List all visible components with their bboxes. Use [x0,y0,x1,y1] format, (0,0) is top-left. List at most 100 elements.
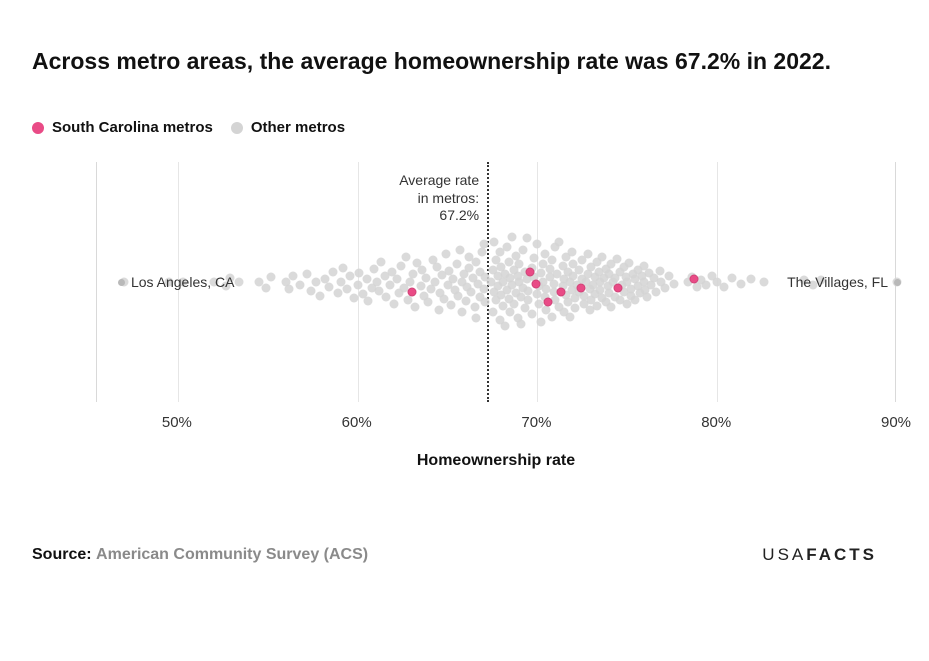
data-point-other [574,266,583,275]
data-point-other [537,269,546,278]
data-point-other [510,300,519,309]
plot-area: Average ratein metros:67.2% Los Angeles, … [96,162,896,402]
logo-usa: USA [762,545,806,564]
annotation-dot-icon [118,279,125,286]
data-point-other [652,288,661,297]
data-point-other [339,264,348,273]
data-point-other [411,303,420,312]
data-point-other [441,250,450,259]
data-point-other [369,265,378,274]
data-point-sc [689,275,698,284]
data-point-other [661,284,670,293]
annotation-right: The Villages, FL [787,274,901,290]
data-point-other [472,314,481,323]
data-point-other [508,233,517,242]
usafacts-logo: USAFACTS [762,545,877,565]
source-line: Source: American Community Survey (ACS) [32,546,368,564]
annotation-text: The Villages, FL [787,274,888,290]
data-point-other [670,280,679,289]
source-link[interactable]: American Community Survey (ACS) [96,546,368,563]
data-point-sc [531,280,540,289]
data-point-other [472,258,481,267]
data-point-other [396,262,405,271]
data-point-other [583,250,592,259]
x-tick-label: 70% [521,414,551,431]
data-point-other [490,238,499,247]
data-point-other [747,275,756,284]
data-point-other [377,258,386,267]
data-point-other [288,272,297,281]
legend: South Carolina metros Other metros [32,119,897,136]
data-point-other [409,270,418,279]
data-point-other [303,270,312,279]
data-point-other [524,296,533,305]
data-point-other [565,313,574,322]
data-point-other [702,281,711,290]
data-point-other [405,278,414,287]
data-point-other [312,278,321,287]
data-point-sc [576,284,585,293]
data-point-other [389,300,398,309]
data-point-other [461,297,470,306]
data-point-other [607,303,616,312]
data-point-other [296,281,305,290]
data-point-other [430,278,439,287]
data-point-other [537,318,546,327]
average-label: Average ratein metros:67.2% [359,172,479,225]
data-point-other [328,268,337,277]
data-point-other [285,285,294,294]
data-point-other [423,298,432,307]
data-point-other [612,255,621,264]
data-point-other [625,259,634,268]
data-point-other [402,253,411,262]
legend-label-other: Other metros [251,119,345,136]
data-point-other [479,240,488,249]
legend-item-other: Other metros [231,119,345,136]
data-point-other [547,256,556,265]
annotation-text: Los Angeles, CA [131,274,235,290]
data-point-other [447,301,456,310]
legend-dot-sc [32,122,44,134]
data-point-other [362,275,371,284]
data-point-other [457,308,466,317]
data-point-sc [407,288,416,297]
data-point-other [393,275,402,284]
x-tick-label: 90% [881,414,911,431]
annotation-dot-icon [894,279,901,286]
legend-label-sc: South Carolina metros [52,119,213,136]
data-point-other [333,289,342,298]
data-point-other [759,278,768,287]
data-point-sc [556,288,565,297]
data-point-other [324,283,333,292]
data-point-other [501,322,510,331]
data-point-other [533,240,542,249]
annotation-left: Los Angeles, CA [118,274,235,290]
data-point-other [592,302,601,311]
legend-item-sc: South Carolina metros [32,119,213,136]
data-point-other [342,285,351,294]
x-tick-label: 50% [162,414,192,431]
data-point-other [416,282,425,291]
data-point-other [452,260,461,269]
data-point-other [643,293,652,302]
legend-dot-other [231,122,243,134]
data-point-other [261,284,270,293]
data-point-other [598,253,607,262]
logo-facts: FACTS [806,545,877,564]
data-point-other [727,274,736,283]
data-point-other [736,280,745,289]
data-point-other [479,285,488,294]
data-point-sc [526,268,535,277]
x-tick-label: 60% [342,414,372,431]
data-point-other [481,298,490,307]
x-tick-label: 80% [701,414,731,431]
data-point-other [235,278,244,287]
x-axis-label: Homeownership rate [417,452,575,469]
chart: Average ratein metros:67.2% Los Angeles, … [66,162,896,402]
data-point-other [434,306,443,315]
data-point-other [448,275,457,284]
data-point-other [524,287,533,296]
data-point-other [267,273,276,282]
data-point-other [720,283,729,292]
data-point-other [567,248,576,257]
